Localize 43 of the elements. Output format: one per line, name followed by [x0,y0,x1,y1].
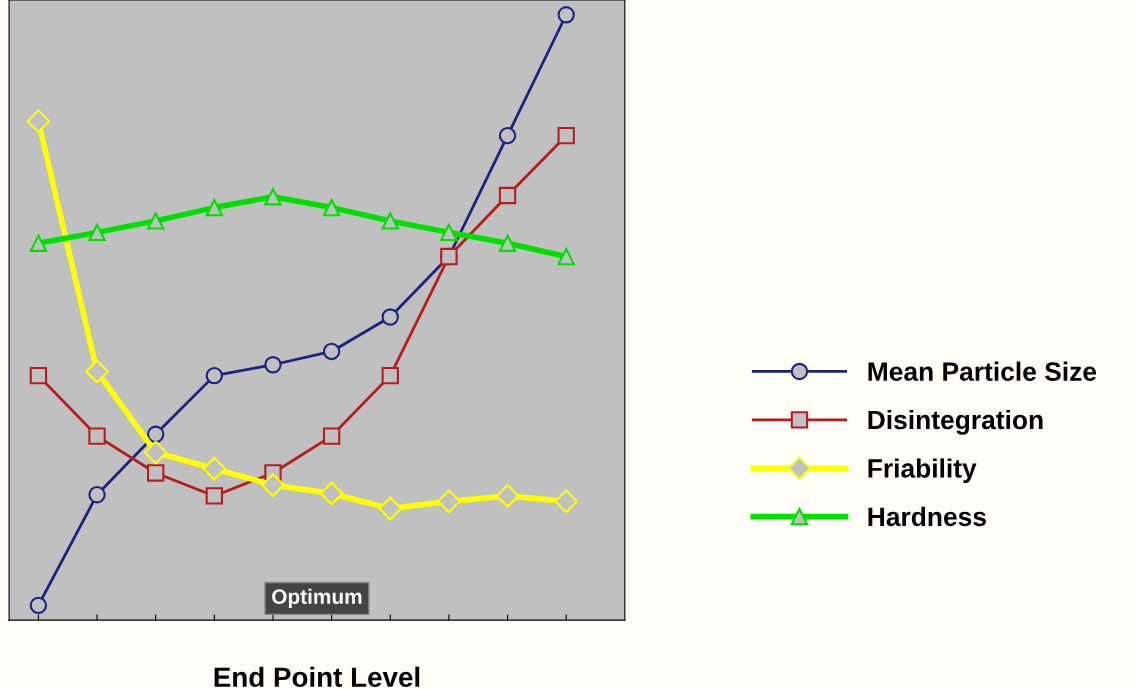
point [322,198,341,217]
annotation: Optimum [272,588,362,609]
point [557,247,575,266]
point [143,440,168,465]
point [557,6,575,24]
point [378,496,403,521]
point [202,456,227,481]
point [554,489,579,514]
point [319,481,344,506]
point [29,234,48,252]
point [205,366,224,385]
point [29,366,48,385]
point [26,109,51,133]
point [437,489,461,514]
point [440,223,458,242]
point [381,212,399,230]
point [322,342,341,361]
point [29,596,48,615]
point [205,198,224,217]
legend-label: Hardness [868,506,986,527]
legend-label: Mean Particle Size [868,361,1097,381]
point [88,486,106,504]
point [264,356,282,374]
legend-label: Disintegration [868,409,1043,435]
point [381,366,399,385]
point [557,126,575,145]
point [261,473,285,497]
x-axis-title: End Point Level [214,666,420,688]
point [88,223,106,242]
point [498,234,517,252]
point [264,188,282,206]
point [495,484,520,508]
point [147,464,165,482]
point [381,308,399,326]
point [498,186,517,205]
point [205,487,224,505]
point [85,359,109,384]
point [88,427,106,445]
point [147,425,165,443]
legend-label: Friability [868,458,977,483]
point [322,427,341,445]
point [498,126,517,145]
point [147,212,165,230]
